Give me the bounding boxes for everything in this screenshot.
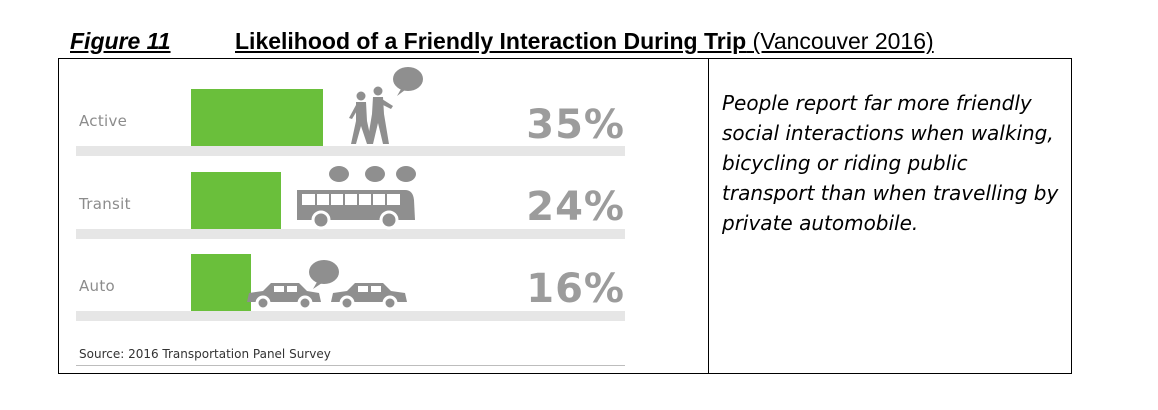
source-note: Source: 2016 Transportation Panel Survey	[79, 347, 331, 361]
figure-title: Likelihood of a Friendly Interaction Dur…	[235, 28, 934, 55]
bus-icon	[295, 160, 420, 235]
cars-icon	[243, 258, 413, 319]
row-band-active	[76, 146, 625, 156]
figure-number: Figure 11	[70, 28, 171, 54]
figure-subtitle: (Vancouver 2016)	[752, 28, 934, 54]
value-label-auto: 16%	[526, 266, 625, 312]
bar-auto	[191, 254, 252, 311]
figure-title-text: Likelihood of a Friendly Interaction Dur…	[235, 28, 747, 54]
panel-divider	[708, 58, 709, 374]
bar-active	[191, 89, 323, 146]
category-label-active: Active	[79, 112, 128, 130]
walking-couple-icon	[345, 64, 430, 153]
value-label-transit: 24%	[526, 184, 625, 230]
category-label-transit: Transit	[79, 195, 131, 213]
bar-transit	[191, 172, 282, 229]
figure-header: Figure 11 Likelihood of a Friendly Inter…	[70, 28, 1070, 58]
summary-note: People report far more friendly social i…	[722, 91, 1059, 235]
row-band-transit	[76, 229, 625, 239]
source-rule	[76, 365, 625, 366]
value-label-active: 35%	[526, 102, 625, 148]
category-label-auto: Auto	[79, 277, 116, 295]
figure-frame	[58, 58, 1072, 374]
row-band-auto	[76, 311, 625, 321]
